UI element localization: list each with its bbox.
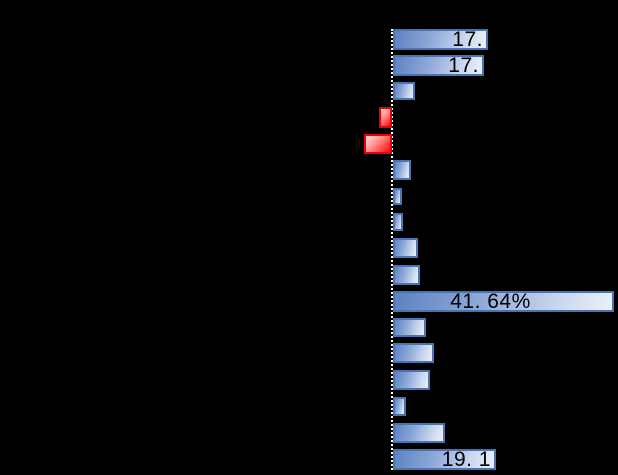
bar-row-8-positive bbox=[393, 213, 403, 231]
bar-row-14-positive bbox=[393, 370, 430, 390]
bar-row-13-positive bbox=[393, 343, 434, 363]
bar-value-label: 19. 1 bbox=[441, 448, 491, 471]
bar-row-6-positive bbox=[393, 160, 411, 180]
bar-row-15-positive bbox=[393, 397, 406, 416]
bar-value-label: 17. bbox=[452, 28, 483, 51]
category-axis-dotted-line bbox=[391, 29, 393, 470]
bar-row-3-positive bbox=[393, 82, 415, 100]
bar-row-12-positive bbox=[393, 318, 426, 337]
bar-row-5-negative bbox=[364, 134, 392, 154]
bar-row-2-positive: 17. bbox=[393, 55, 484, 76]
bar-value-label: 41. 64% bbox=[450, 290, 531, 313]
bar-row-16-positive bbox=[393, 423, 445, 443]
bar-row-10-positive bbox=[393, 265, 420, 285]
bar-row-4-negative bbox=[379, 107, 392, 128]
bar-row-1-positive: 17. bbox=[393, 29, 488, 50]
bar-row-9-positive bbox=[393, 238, 418, 258]
bar-value-label: 17. bbox=[448, 54, 479, 77]
bar-row-17-positive: 19. 1 bbox=[393, 449, 496, 470]
bar-row-11-positive: 41. 64% bbox=[393, 291, 614, 312]
bar-row-7-positive bbox=[393, 188, 402, 205]
